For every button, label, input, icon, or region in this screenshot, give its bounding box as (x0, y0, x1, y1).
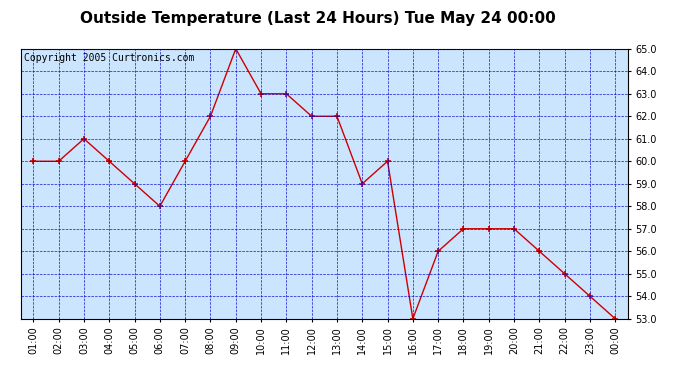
Text: Outside Temperature (Last 24 Hours) Tue May 24 00:00: Outside Temperature (Last 24 Hours) Tue … (79, 11, 555, 26)
Text: Copyright 2005 Curtronics.com: Copyright 2005 Curtronics.com (23, 53, 194, 63)
